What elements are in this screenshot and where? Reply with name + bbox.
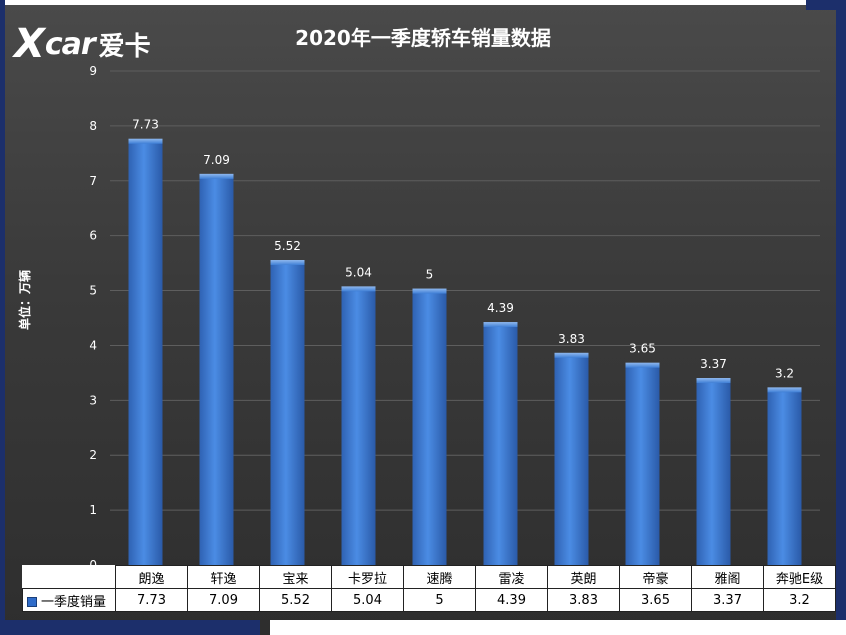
logo-wordmark: car <box>44 26 96 62</box>
bar <box>483 322 518 565</box>
frame-edge-right <box>836 0 846 635</box>
category-label: 朗逸 <box>115 565 188 589</box>
data-table-series-cell: 一季度销量 <box>22 588 116 612</box>
series-name: 一季度销量 <box>41 594 107 610</box>
data-label: 3.65 <box>629 342 656 356</box>
bar-body <box>412 290 447 565</box>
data-label: 5.52 <box>274 239 301 253</box>
bar-body <box>767 389 802 565</box>
bar-body <box>696 380 731 565</box>
data-label: 7.73 <box>132 118 159 132</box>
table-value: 5.04 <box>331 588 404 612</box>
bar <box>767 387 802 565</box>
category-label: 雷凌 <box>475 565 548 589</box>
bar-body <box>270 262 305 565</box>
data-label: 3.37 <box>700 357 727 371</box>
logo-cn: 爱卡 <box>98 31 151 62</box>
data-label: 3.83 <box>558 332 585 346</box>
bar <box>341 286 376 565</box>
y-tick-label: 4 <box>89 338 97 352</box>
frame-edge-left <box>0 0 5 635</box>
y-tick-label: 3 <box>89 393 97 407</box>
data-label: 4.39 <box>487 301 514 315</box>
data-label: 3.2 <box>775 366 794 380</box>
y-tick-label: 8 <box>89 119 97 133</box>
bar-body <box>199 175 234 566</box>
bar-cap <box>767 387 802 393</box>
bar <box>554 352 589 565</box>
bar-cap <box>625 362 660 368</box>
bar-cap <box>412 288 447 294</box>
bar <box>270 260 305 565</box>
bar <box>128 138 163 565</box>
category-label: 轩逸 <box>187 565 260 589</box>
y-tick-label: 7 <box>89 174 97 188</box>
logo-mark: X <box>14 21 45 67</box>
category-label: 雅阁 <box>691 565 764 589</box>
legend-key-icon <box>27 597 37 607</box>
data-table-header-row: 朗逸 轩逸 宝来 卡罗拉 速腾 雷凌 英朗 帝豪 雅阁 奔驰E级 <box>22 565 836 589</box>
data-table-value-row: 一季度销量 7.73 7.09 5.52 5.04 5 4.39 3.83 3.65 3.37 3… <box>22 588 836 612</box>
data-label: 5 <box>426 268 434 282</box>
y-tick-label: 9 <box>89 64 97 78</box>
bars <box>128 138 802 566</box>
bar-body <box>128 140 163 565</box>
bar-body <box>483 324 518 565</box>
category-label: 卡罗拉 <box>331 565 404 589</box>
category-label: 速腾 <box>403 565 476 589</box>
frame-edge-corner <box>806 0 846 10</box>
chart-title: 2020年一季度轿车销量数据 <box>295 26 551 50</box>
bar-cap <box>696 378 731 384</box>
frame-edge-bottom-light <box>270 620 846 635</box>
table-value: 3.65 <box>619 588 692 612</box>
bar <box>696 378 731 565</box>
bar <box>625 362 660 565</box>
bar-cap <box>128 138 163 144</box>
bar-body <box>341 288 376 565</box>
table-value: 4.39 <box>475 588 548 612</box>
frame-edge-bottom <box>0 620 260 635</box>
bar-cap <box>270 260 305 266</box>
y-tick-label: 5 <box>89 284 97 298</box>
data-labels: 7.73 7.09 5.52 5.04 5 4.39 3.83 3.65 3.37 3.2 <box>132 118 794 381</box>
table-value: 7.09 <box>187 588 260 612</box>
bar-cap <box>199 173 234 179</box>
xcar-logo: X car 爱卡 <box>14 21 151 67</box>
bar-cap <box>341 286 376 292</box>
bar-body <box>625 364 660 565</box>
data-label: 5.04 <box>345 265 372 279</box>
bar <box>199 173 234 566</box>
table-value: 3.83 <box>547 588 620 612</box>
category-label: 帝豪 <box>619 565 692 589</box>
category-label: 宝来 <box>259 565 332 589</box>
table-value: 7.73 <box>115 588 188 612</box>
table-value: 3.37 <box>691 588 764 612</box>
data-label: 7.09 <box>203 153 230 167</box>
y-tick-label: 6 <box>89 229 97 243</box>
data-table-corner <box>22 565 116 589</box>
bar-cap <box>554 352 589 358</box>
category-label: 英朗 <box>547 565 620 589</box>
table-value: 5.52 <box>259 588 332 612</box>
bar-cap <box>483 322 518 328</box>
table-value: 3.2 <box>763 588 836 612</box>
category-label: 奔驰E级 <box>763 565 836 589</box>
y-tick-label: 2 <box>89 448 97 462</box>
y-tick-label: 1 <box>89 503 97 517</box>
bar-body <box>554 354 589 565</box>
y-axis-ticks: 0123456789 <box>89 64 97 572</box>
data-table: 朗逸 轩逸 宝来 卡罗拉 速腾 雷凌 英朗 帝豪 雅阁 奔驰E级 一季度销量 7.73 7.09 5.… <box>22 565 836 612</box>
table-value: 5 <box>403 588 476 612</box>
frame-edge-top <box>0 0 846 5</box>
bar <box>412 288 447 565</box>
